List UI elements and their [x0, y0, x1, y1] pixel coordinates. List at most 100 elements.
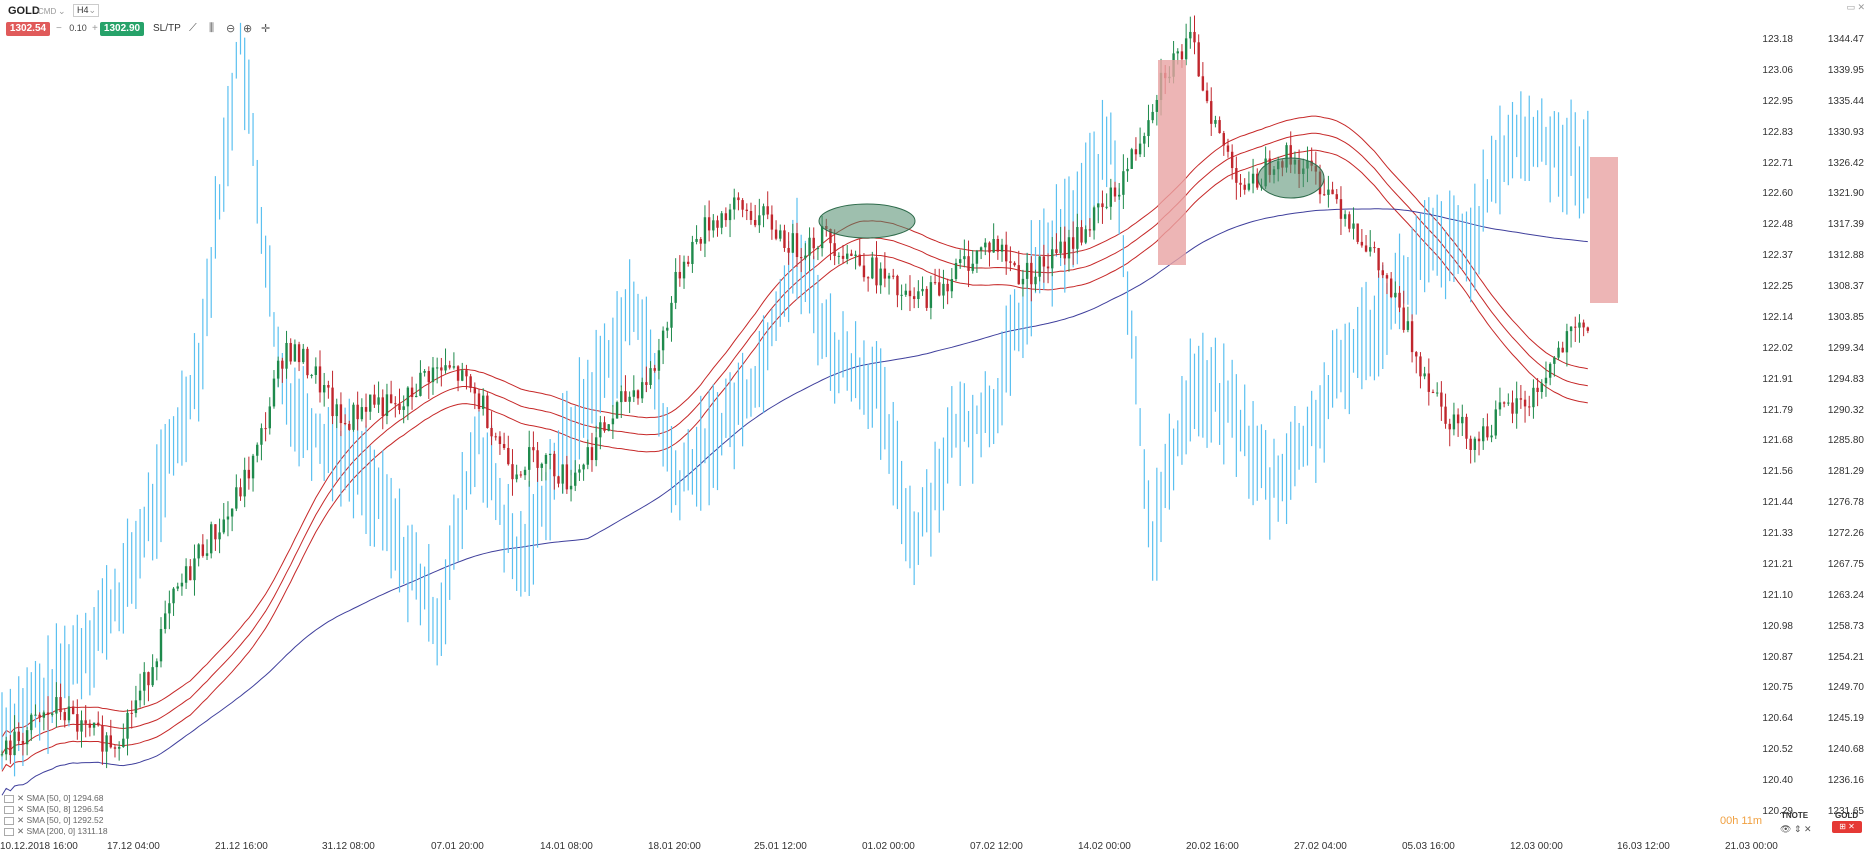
time-axis-tick: 21.12 16:00 [215, 841, 268, 852]
symbol-label[interactable]: GOLD [8, 5, 40, 17]
left-axis-tick: 121.68 [1762, 435, 1793, 447]
candle-body [143, 672, 146, 691]
right-axis-tick: 1236.16 [1827, 775, 1864, 787]
legend-item[interactable]: ✕ SMA [50, 0] 1292.52 [4, 815, 104, 826]
right-axis-tick: 1330.93 [1827, 126, 1864, 138]
candle-body [942, 283, 945, 296]
candle-body [17, 731, 20, 741]
candle-body [172, 588, 175, 604]
legend-item[interactable]: ✕ SMA [200, 0] 1311.18 [4, 826, 108, 837]
candle-body [1406, 321, 1410, 330]
line-tool-icon[interactable]: ⟋ [189, 22, 197, 34]
left-axis-tick: 123.18 [1762, 34, 1793, 45]
indicator-settings-icon[interactable] [4, 816, 14, 825]
zoom-in-icon[interactable]: ⊕ [243, 23, 253, 35]
close-icon[interactable]: ✕ [17, 804, 27, 814]
sell-button[interactable]: 1302.54 [6, 22, 50, 36]
legend-item[interactable]: ✕ SMA [50, 8] 1296.54 [4, 804, 104, 815]
candle-body [594, 437, 598, 461]
candle-body [1532, 387, 1535, 408]
indicator-settings-icon[interactable] [4, 794, 14, 803]
candle-body [1423, 373, 1426, 377]
window-controls-icon[interactable]: ▭ ✕ [1846, 2, 1865, 12]
legend-label: SMA [200, 0] 1311.18 [26, 826, 108, 836]
candle-body [260, 428, 263, 445]
candle-body [1101, 203, 1104, 208]
candle-body [1553, 357, 1556, 364]
candle-body [1009, 261, 1012, 263]
candle-body [1122, 171, 1125, 195]
candle-body [352, 404, 355, 430]
candle-body [607, 424, 610, 431]
candle-body [900, 294, 903, 296]
candle-body [176, 586, 179, 589]
candle-body [427, 371, 430, 383]
legend-item[interactable]: ✕ SMA [50, 0] 1294.68 [4, 793, 104, 804]
candle-body [1059, 241, 1062, 254]
candle-body [1389, 278, 1393, 298]
candle-body [1565, 331, 1569, 353]
left-axis-tick: 122.48 [1762, 219, 1793, 231]
candle-body [896, 275, 899, 296]
zoom-out-icon[interactable]: ⊖ [226, 23, 236, 35]
volume-decrease-button[interactable]: − [56, 23, 62, 34]
candle-body [1482, 426, 1485, 442]
sltp-button[interactable]: SL/TP [153, 23, 181, 34]
series-controls-icon[interactable]: 👁 ⇕ ✕ [1780, 824, 1812, 834]
right-axis-tick: 1272.26 [1827, 528, 1864, 540]
candle-body [837, 255, 841, 257]
candle-body [1582, 322, 1585, 328]
time-axis-tick: 27.02 04:00 [1294, 841, 1347, 852]
candle-body [712, 220, 715, 231]
candle-body [243, 469, 246, 497]
timeframe-select[interactable]: H4 ⌄ [73, 4, 99, 17]
remove-series-button[interactable]: ⊞ ✕ [1832, 821, 1862, 833]
candle-body [1109, 187, 1113, 207]
volume-increase-button[interactable]: + [92, 23, 98, 34]
candle-body [871, 257, 874, 279]
candle-body [816, 248, 820, 250]
chevron-down-icon[interactable]: ⌄ [58, 6, 66, 16]
candle-body [808, 237, 811, 256]
highlight-zones [818, 60, 1618, 303]
candle-body [452, 366, 456, 368]
right-axis-tick: 1249.70 [1827, 682, 1864, 694]
candle-body [423, 371, 426, 373]
candle-body [21, 740, 25, 745]
candle-body [1046, 266, 1050, 269]
close-icon[interactable]: ✕ [17, 815, 27, 825]
candle-body [774, 229, 778, 239]
indicator-settings-icon[interactable] [4, 827, 14, 836]
candle-body [9, 740, 12, 756]
candle-body [159, 628, 163, 662]
close-icon[interactable]: ✕ [17, 793, 27, 803]
indicator-icon[interactable]: ⫼ [209, 22, 215, 34]
buy-button[interactable]: 1302.90 [100, 22, 144, 36]
candle-body [515, 474, 518, 480]
candle-body [1540, 383, 1543, 392]
candle-body [1469, 438, 1472, 450]
volume-input[interactable]: 0.10 [69, 23, 87, 33]
candle-body [276, 360, 280, 379]
candle-body [574, 472, 577, 486]
candle-body [908, 290, 912, 297]
candle-body [1013, 262, 1016, 266]
candle-body [1519, 398, 1523, 400]
crosshair-icon[interactable]: ✛ [261, 23, 271, 35]
candle-body [887, 275, 891, 279]
candle-body [214, 524, 217, 540]
indicator-settings-icon[interactable] [4, 805, 14, 814]
candle-body [281, 360, 284, 369]
right-axis-tick: 1321.90 [1827, 188, 1864, 200]
close-icon[interactable]: ✕ [17, 826, 27, 836]
candle-body [13, 731, 16, 756]
candle-body [381, 397, 384, 416]
candle-body [586, 447, 589, 465]
candle-body [410, 387, 414, 398]
gold-label: GOLD [1835, 811, 1859, 820]
candle-body [540, 463, 543, 468]
candle-body [1189, 31, 1192, 39]
candle-body [71, 706, 75, 715]
candle-body [88, 723, 92, 728]
